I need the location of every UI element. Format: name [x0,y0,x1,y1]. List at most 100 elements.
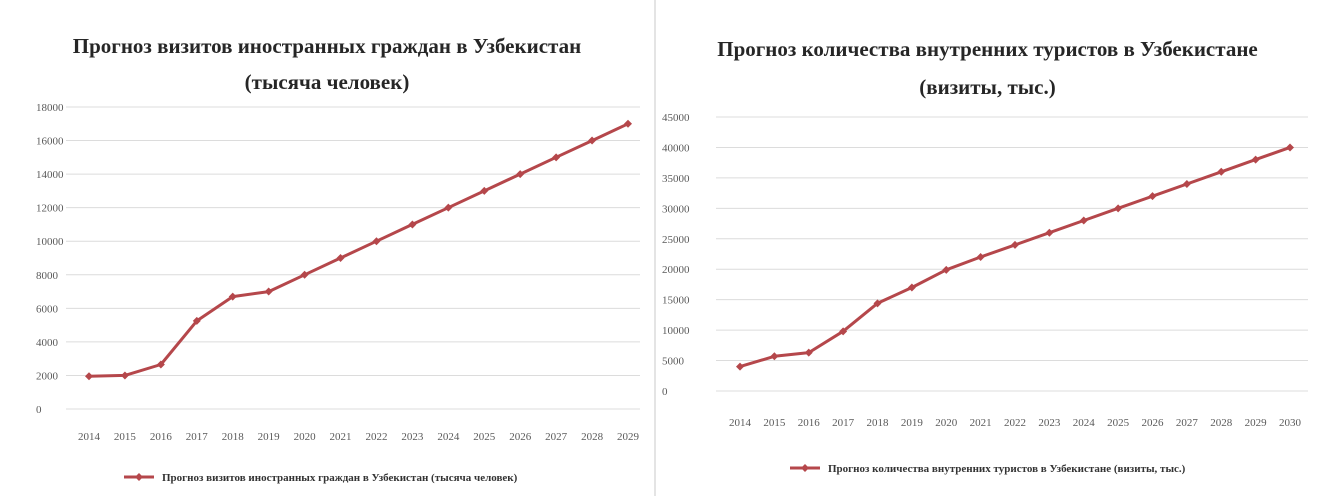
legend-marker-icon [135,473,143,481]
x-tick-label: 2014 [729,417,752,429]
x-tick-label: 2019 [901,417,924,429]
y-tick-label: 45000 [662,112,690,124]
x-tick-label: 2018 [222,431,245,443]
y-tick-label: 4000 [36,337,59,349]
y-tick-label: 12000 [36,203,64,215]
x-tick-label: 2015 [763,417,786,429]
x-tick-label: 2021 [970,417,992,429]
data-point [588,136,597,145]
x-tick-label: 2030 [1279,417,1302,429]
data-point [770,352,779,361]
x-tick-label: 2015 [114,431,137,443]
y-tick-label: 5000 [662,356,685,368]
legend: Прогноз визитов иностранных граждан в Уз… [124,472,518,484]
x-tick-label: 2023 [1038,417,1061,429]
series-line [88,122,629,378]
x-tick-label: 2027 [1176,417,1199,429]
data-point [444,203,453,212]
data-point [1011,240,1019,249]
legend-label: Прогноз количества внутренних туристов в… [828,463,1186,475]
chart-panel-domestic-tourists: Прогноз количества внутренних туристов в… [658,0,1317,496]
x-tick-label: 2026 [509,431,532,443]
x-tick-label: 2028 [581,431,604,443]
data-point [156,360,165,369]
y-tick-label: 0 [662,386,668,398]
chart-title-line2: (визиты, тыс.) [919,75,1056,99]
y-tick-label: 15000 [662,295,690,307]
data-point [1251,155,1260,164]
y-tick-label: 20000 [662,264,690,276]
x-tick-label: 2025 [473,431,496,443]
legend: Прогноз количества внутренних туристов в… [790,463,1186,475]
data-point [804,348,813,357]
data-point [408,220,417,229]
data-point [1114,204,1123,213]
y-tick-label: 30000 [662,203,690,215]
x-tick-label: 2025 [1107,417,1130,429]
chart-title-line1: Прогноз визитов иностранных граждан в Уз… [72,34,582,58]
data-point [300,270,309,279]
x-tick-label: 2017 [186,431,209,443]
y-tick-label: 16000 [36,136,64,148]
data-point [942,265,951,274]
y-tick-label: 18000 [36,102,64,114]
legend-marker-icon [801,464,809,472]
y-tick-label: 6000 [36,303,59,315]
data-point [480,186,489,195]
data-point [516,170,525,179]
data-point [552,153,561,162]
x-tick-label: 2028 [1210,417,1233,429]
x-tick-label: 2016 [798,417,821,429]
y-tick-label: 35000 [662,173,690,185]
x-tick-label: 2020 [935,417,958,429]
x-tick-label: 2017 [832,417,855,429]
x-tick-label: 2022 [1004,417,1026,429]
data-point [839,327,848,336]
data-point [1045,228,1054,237]
data-point [624,119,632,128]
gridlines [716,116,1308,392]
y-tick-label: 0 [36,404,42,416]
legend-label: Прогноз визитов иностранных граждан в Уз… [162,472,518,484]
data-point [1182,179,1191,188]
gridlines [66,106,640,410]
data-point [228,292,237,301]
x-tick-label: 2019 [258,431,281,443]
y-tick-label: 25000 [662,234,690,246]
data-point [873,299,882,308]
chart-title-line1: Прогноз количества внутренних туристов в… [717,37,1258,61]
data-point [1286,143,1294,152]
data-point [120,371,129,380]
x-tick-label: 2018 [867,417,890,429]
data-point [192,316,201,325]
data-point [336,254,345,262]
x-tick-label: 2026 [1142,417,1165,429]
x-tick-label: 2029 [1245,417,1268,429]
x-tick-label: 2023 [401,431,424,443]
y-tick-label: 10000 [36,236,64,248]
series-line [739,145,1291,369]
data-point [1148,192,1157,201]
y-tick-label: 8000 [36,270,59,282]
x-tick-label: 2022 [365,431,387,443]
x-tick-label: 2020 [294,431,317,443]
data-point [1217,167,1226,176]
x-tick-label: 2027 [545,431,568,443]
x-tick-label: 2021 [330,431,352,443]
chart-title: Прогноз количества внутренних туристов в… [658,30,1317,106]
data-point [1079,216,1088,225]
data-point [264,287,273,296]
line-chart-foreign-visits: 0 2000 4000 6000 8000 10000 12000 14000 16000 180… [36,102,640,484]
chart-title: Прогноз визитов иностранных граждан в Уз… [0,28,654,100]
data-point [736,362,744,371]
data-point [976,253,985,262]
y-tick-label: 10000 [662,325,690,337]
chart-panel-foreign-visits: Прогноз визитов иностранных граждан в Уз… [0,0,656,496]
y-tick-label: 14000 [36,169,64,181]
x-tick-label: 2024 [1073,417,1096,429]
y-tick-label: 40000 [662,142,690,154]
y-tick-label: 2000 [36,370,59,382]
line-chart-domestic-tourists: 0 5000 10000 15000 20000 25000 30000 35000 40000… [662,112,1308,475]
x-tick-label: 2024 [437,431,460,443]
x-tick-label: 2029 [617,431,640,443]
